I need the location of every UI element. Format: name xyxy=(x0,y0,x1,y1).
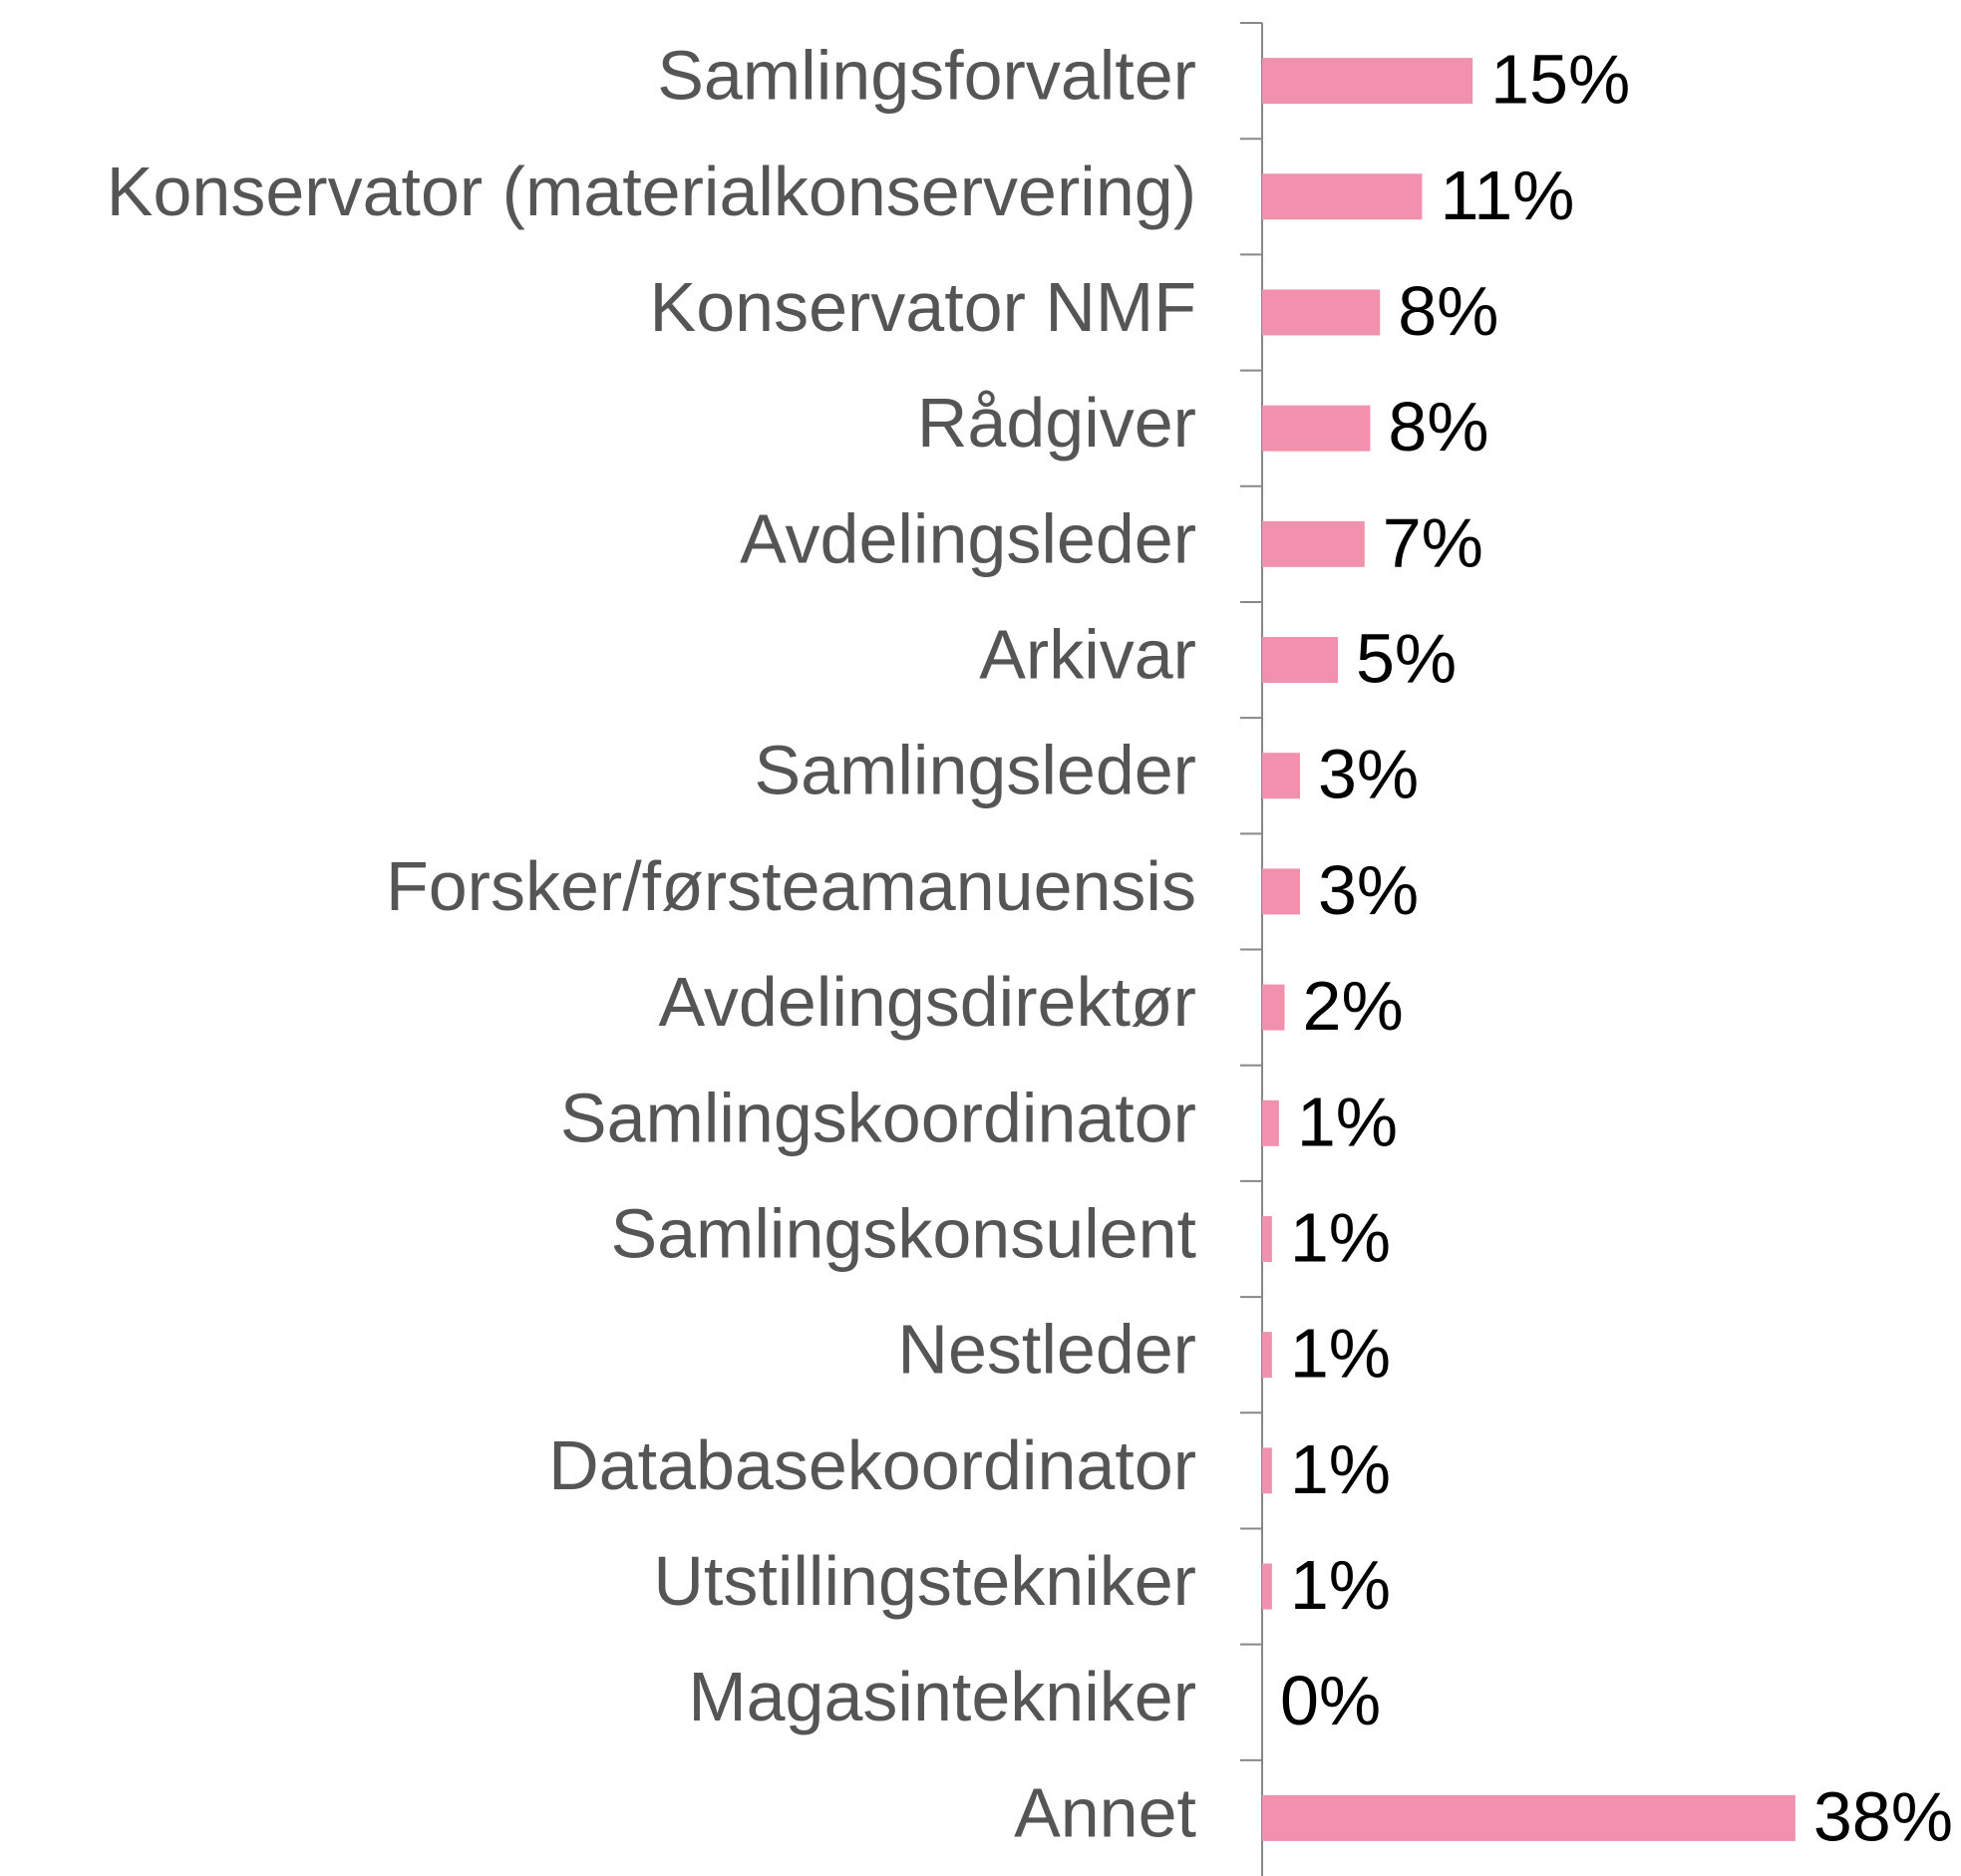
value-label: 1% xyxy=(1297,1083,1398,1160)
value-label: 3% xyxy=(1318,736,1419,813)
value-label: 2% xyxy=(1303,967,1404,1045)
bar xyxy=(1262,984,1285,1031)
category-label: Utstillingstekniker xyxy=(653,1542,1196,1620)
category-label: Samlingsforvalter xyxy=(657,37,1196,115)
value-label: 15% xyxy=(1490,41,1630,119)
bar xyxy=(1262,1099,1279,1146)
bar xyxy=(1262,1447,1272,1494)
value-label: 8% xyxy=(1398,272,1498,350)
bar xyxy=(1262,1215,1272,1262)
value-label: 1% xyxy=(1290,1315,1391,1393)
category-label: Nestleder xyxy=(897,1311,1196,1389)
bar xyxy=(1262,1563,1272,1610)
bar xyxy=(1262,289,1381,336)
bar xyxy=(1262,868,1301,915)
value-label: 5% xyxy=(1356,620,1457,698)
value-label: 1% xyxy=(1290,1430,1391,1508)
value-label: 1% xyxy=(1290,1198,1391,1276)
bar xyxy=(1262,173,1423,220)
category-label: Samlingskoordinator xyxy=(560,1079,1196,1156)
value-label: 7% xyxy=(1383,503,1483,581)
bar xyxy=(1262,637,1339,684)
category-label: Annet xyxy=(1014,1773,1196,1851)
value-label: 1% xyxy=(1290,1546,1391,1624)
category-label: Arkivar xyxy=(979,616,1196,694)
category-label: Samlingskonsulent xyxy=(610,1194,1196,1272)
category-label: Databasekoordinator xyxy=(548,1426,1196,1504)
category-label: Magasintekniker xyxy=(688,1658,1196,1735)
bar xyxy=(1262,753,1301,799)
value-label: 8% xyxy=(1388,388,1488,466)
value-label: 11% xyxy=(1440,156,1574,234)
value-label: 0% xyxy=(1280,1662,1381,1739)
category-label: Konservator (materialkonservering) xyxy=(107,153,1196,230)
category-label: Konservator NMF xyxy=(650,268,1196,346)
category-label: Avdelingsdirektør xyxy=(659,963,1197,1041)
category-label: Avdelingsleder xyxy=(740,499,1196,577)
bar xyxy=(1262,520,1365,567)
category-label: Samlingsleder xyxy=(754,732,1196,809)
category-label: Forsker/førsteamanuensis xyxy=(386,847,1196,925)
bar xyxy=(1262,58,1473,105)
category-label: Rådgiver xyxy=(917,384,1196,462)
bar xyxy=(1262,1332,1272,1379)
value-label: 38% xyxy=(1813,1777,1953,1855)
bar xyxy=(1262,405,1371,452)
bar xyxy=(1262,1794,1796,1841)
value-label: 3% xyxy=(1318,851,1419,929)
